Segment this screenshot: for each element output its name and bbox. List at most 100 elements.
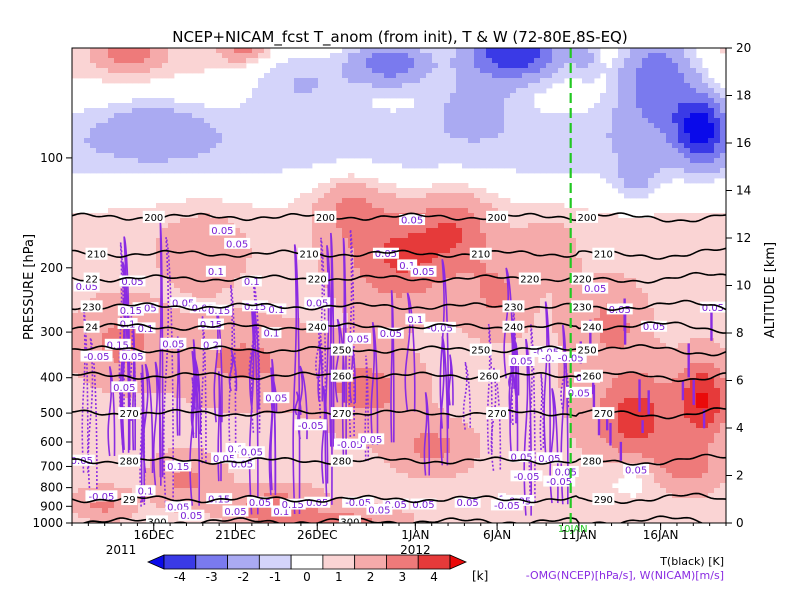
anomaly-cell <box>186 393 193 399</box>
anomaly-cell <box>414 103 421 109</box>
anomaly-cell <box>384 243 391 249</box>
anomaly-cell <box>318 413 325 419</box>
anomaly-cell <box>186 218 193 224</box>
anomaly-cell <box>108 298 115 304</box>
anomaly-cell <box>294 343 301 349</box>
anomaly-cell <box>300 238 307 244</box>
anomaly-cell <box>282 148 289 154</box>
anomaly-cell <box>306 143 313 149</box>
anomaly-cell <box>264 348 271 354</box>
anomaly-cell <box>318 58 325 64</box>
anomaly-cell <box>72 323 79 329</box>
anomaly-cell <box>240 103 247 109</box>
anomaly-cell <box>360 268 367 274</box>
anomaly-cell <box>168 248 175 254</box>
anomaly-cell <box>282 208 289 214</box>
anomaly-cell <box>102 333 109 339</box>
anomaly-cell <box>348 98 355 104</box>
anomaly-cell <box>252 208 259 214</box>
anomaly-cell <box>390 113 397 119</box>
anomaly-cell <box>156 333 163 339</box>
anomaly-cell <box>234 398 241 404</box>
anomaly-cell <box>90 243 97 249</box>
anomaly-cell <box>216 263 223 269</box>
anomaly-cell <box>180 433 187 439</box>
anomaly-cell <box>408 193 415 199</box>
anomaly-cell <box>228 383 235 389</box>
anomaly-cell <box>270 68 277 74</box>
anomaly-cell <box>366 353 373 359</box>
anomaly-cell <box>240 203 247 209</box>
anomaly-cell <box>252 148 259 154</box>
anomaly-cell <box>180 233 187 239</box>
anomaly-cell <box>114 408 121 414</box>
anomaly-cell <box>294 308 301 314</box>
anomaly-cell <box>210 328 217 334</box>
anomaly-cell <box>102 298 109 304</box>
anomaly-cell <box>306 88 313 94</box>
anomaly-cell <box>264 148 271 154</box>
anomaly-cell <box>390 208 397 214</box>
anomaly-cell <box>378 388 385 394</box>
anomaly-cell <box>384 93 391 99</box>
anomaly-cell <box>342 208 349 214</box>
anomaly-cell <box>90 158 97 164</box>
anomaly-cell <box>258 373 265 379</box>
anomaly-cell <box>372 138 379 144</box>
anomaly-cell <box>270 468 277 474</box>
anomaly-cell <box>246 333 253 339</box>
anomaly-cell <box>198 263 205 269</box>
anomaly-cell <box>300 383 307 389</box>
anomaly-cell <box>330 243 337 249</box>
anomaly-cell <box>114 53 121 59</box>
anomaly-cell <box>114 463 121 469</box>
anomaly-cell <box>372 383 379 389</box>
anomaly-cell <box>282 223 289 229</box>
anomaly-cell <box>114 288 121 294</box>
anomaly-cell <box>360 143 367 149</box>
anomaly-cell <box>396 343 403 349</box>
anomaly-cell <box>396 228 403 234</box>
anomaly-cell <box>354 298 361 304</box>
anomaly-cell <box>396 278 403 284</box>
anomaly-cell <box>336 93 343 99</box>
anomaly-cell <box>360 398 367 404</box>
anomaly-cell <box>222 138 229 144</box>
anomaly-cell <box>252 358 259 364</box>
anomaly-cell <box>354 213 361 219</box>
anomaly-cell <box>258 468 265 474</box>
anomaly-cell <box>78 363 85 369</box>
anomaly-cell <box>144 153 151 159</box>
anomaly-cell <box>210 48 217 54</box>
anomaly-cell <box>84 403 91 409</box>
anomaly-cell <box>342 233 349 239</box>
anomaly-cell <box>324 403 331 409</box>
anomaly-cell <box>384 258 391 264</box>
anomaly-cell <box>156 158 163 164</box>
anomaly-cell <box>108 453 115 459</box>
anomaly-cell <box>216 168 223 174</box>
anomaly-cell <box>222 313 229 319</box>
anomaly-cell <box>318 198 325 204</box>
anomaly-cell <box>186 163 193 169</box>
anomaly-cell <box>342 478 349 484</box>
anomaly-cell <box>108 53 115 59</box>
anomaly-cell <box>186 198 193 204</box>
anomaly-cell <box>192 478 199 484</box>
anomaly-cell <box>312 108 319 114</box>
anomaly-cell <box>312 433 319 439</box>
anomaly-cell <box>204 168 211 174</box>
anomaly-cell <box>396 288 403 294</box>
anomaly-cell <box>348 53 355 59</box>
anomaly-cell <box>294 413 301 419</box>
anomaly-cell <box>150 163 157 169</box>
anomaly-cell <box>348 188 355 194</box>
anomaly-cell <box>120 103 127 109</box>
anomaly-cell <box>114 483 121 489</box>
anomaly-cell <box>300 283 307 289</box>
anomaly-cell <box>294 113 301 119</box>
anomaly-cell <box>372 68 379 74</box>
anomaly-cell <box>72 353 79 359</box>
anomaly-cell <box>198 373 205 379</box>
anomaly-cell <box>306 153 313 159</box>
